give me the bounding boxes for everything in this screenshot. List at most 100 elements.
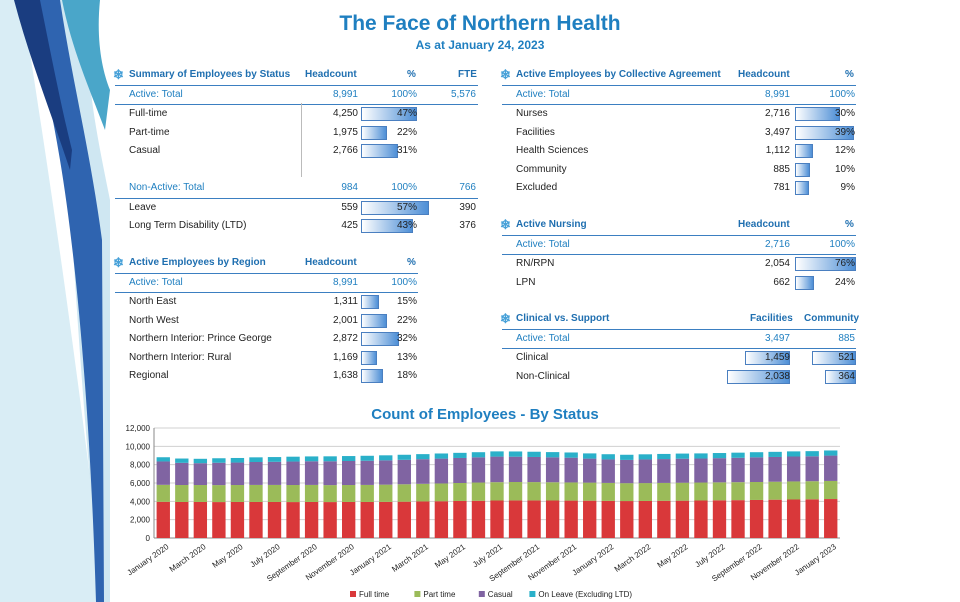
- bar-segment: [193, 501, 208, 538]
- bar-segment: [397, 484, 411, 502]
- table-row: [115, 161, 478, 180]
- bar-segment: [508, 451, 523, 457]
- collective-agreement-table: ❄ Active Employees by Collective Agreeme…: [500, 66, 856, 198]
- region-table: ❄ Active Employees by Region Headcount %…: [113, 254, 418, 386]
- bar-segment: [694, 500, 708, 538]
- row-label: North West: [129, 314, 179, 326]
- bar-segment: [379, 484, 393, 502]
- x-tick-label: March 2021: [390, 542, 430, 574]
- page-title: The Face of Northern Health: [339, 12, 621, 35]
- headcount-value: 8,991: [332, 88, 358, 100]
- x-tick-label: March 2020: [168, 542, 208, 574]
- headcount-value: 8,991: [764, 88, 790, 100]
- x-tick-label: July 2021: [471, 542, 505, 569]
- percent-value: 57%: [396, 201, 417, 213]
- table-title: Active Employees by Region: [129, 257, 266, 268]
- bar-segment: [824, 480, 838, 500]
- row-label: Excluded: [516, 182, 558, 193]
- row-label: Active: Total: [516, 88, 570, 100]
- bar-segment: [749, 457, 764, 482]
- bar-segment: [453, 452, 467, 458]
- bar-segment: [694, 453, 708, 459]
- percent-bar: [361, 107, 418, 121]
- snowflake-icon: ❄: [113, 255, 124, 270]
- bar-segment: [527, 500, 541, 538]
- total-row: Active: Total 8,991 100%: [115, 274, 418, 293]
- facilities-value: 2,038: [764, 370, 790, 382]
- bar-segment: [527, 456, 541, 483]
- bar-segment: [620, 459, 634, 484]
- percent-value: 100%: [391, 276, 417, 288]
- total-row: Active: Total 8,991 100%: [502, 86, 856, 105]
- legend-swatch: [414, 591, 421, 597]
- table-row: North West 2,001 22%: [115, 312, 418, 331]
- bar-segment: [342, 501, 356, 538]
- table-row: Regional 1,638 18%: [115, 367, 418, 386]
- col-header-pct: %: [845, 219, 854, 230]
- bar-segment: [434, 458, 449, 484]
- row-label: Community: [516, 163, 567, 175]
- headcount-value: 4,250: [332, 108, 358, 119]
- chart-title: Count of Employees - By Status: [371, 406, 599, 423]
- legend-swatch: [478, 591, 485, 597]
- percent-value: 100%: [829, 88, 855, 100]
- status-summary-table: ❄ Summary of Employees by Status Headcou…: [113, 66, 478, 236]
- bar-segment: [731, 457, 745, 483]
- headcount-value: 2,766: [332, 145, 358, 156]
- facilities-value: 1,459: [764, 352, 790, 363]
- bar-segment: [490, 451, 504, 457]
- table-row: North East 1,311 15%: [115, 293, 418, 312]
- total-row: Active: Total 3,497 885: [502, 330, 856, 349]
- bar-segment: [156, 501, 170, 538]
- bar-segment: [657, 453, 671, 460]
- bar-segment: [638, 454, 652, 460]
- bar-segment: [805, 451, 819, 457]
- table-header: ❄ Active Employees by Region Headcount %: [113, 254, 418, 274]
- bar-segment: [490, 500, 504, 538]
- total-row: Active: Total 8,991 100% 5,576: [115, 86, 478, 105]
- bar-segment: [175, 462, 189, 486]
- table-row: Casual 2,766 31%: [115, 142, 478, 161]
- clinical-support-table: ❄ Clinical vs. Support Facilities Commun…: [500, 310, 859, 386]
- table-title: Summary of Employees by Status: [129, 69, 291, 80]
- headcount-value: 1,311: [333, 296, 358, 307]
- table-header: ❄ Summary of Employees by Status Headcou…: [113, 66, 478, 86]
- table-header: ❄ Clinical vs. Support Facilities Commun…: [500, 310, 859, 330]
- bar-segment: [564, 482, 578, 501]
- y-tick-label: 10,000: [126, 442, 151, 451]
- percent-bar: [361, 295, 379, 309]
- bar-segment: [583, 482, 597, 501]
- legend-swatch: [529, 591, 536, 597]
- bar-segment: [212, 485, 226, 503]
- community-bar: [811, 351, 856, 365]
- percent-value: 31%: [396, 145, 417, 156]
- percent-value: 43%: [396, 220, 417, 231]
- bar-segment: [434, 501, 449, 538]
- bar-segment: [175, 485, 189, 502]
- bar-segment: [601, 454, 615, 460]
- percent-bar: [795, 107, 840, 121]
- bar-segment: [175, 501, 189, 538]
- bar-segment: [564, 452, 578, 458]
- percent-bar: [795, 125, 854, 140]
- bar-segment: [768, 451, 782, 457]
- bar-segment: [212, 502, 226, 538]
- legend-label: Part time: [423, 590, 456, 599]
- percent-value: 100%: [829, 238, 855, 250]
- percent-bar: [795, 162, 810, 177]
- bar-segment: [749, 499, 764, 538]
- x-tick-label: January 2021: [348, 542, 393, 577]
- bar-segment: [712, 482, 727, 501]
- legend-label: Casual: [488, 590, 513, 599]
- bar-segment: [527, 451, 541, 457]
- bar-segment: [156, 461, 170, 485]
- bar-segment: [342, 456, 356, 461]
- table-row: Clinical 1,459 521: [502, 349, 856, 368]
- legend-swatch: [350, 591, 356, 597]
- x-tick-label: January 2020: [126, 542, 171, 577]
- percent-bar: [795, 181, 809, 195]
- bar-segment: [212, 462, 226, 486]
- bar-segment: [379, 501, 393, 538]
- bar-segment: [360, 460, 374, 485]
- x-tick-label: July 2020: [248, 542, 282, 569]
